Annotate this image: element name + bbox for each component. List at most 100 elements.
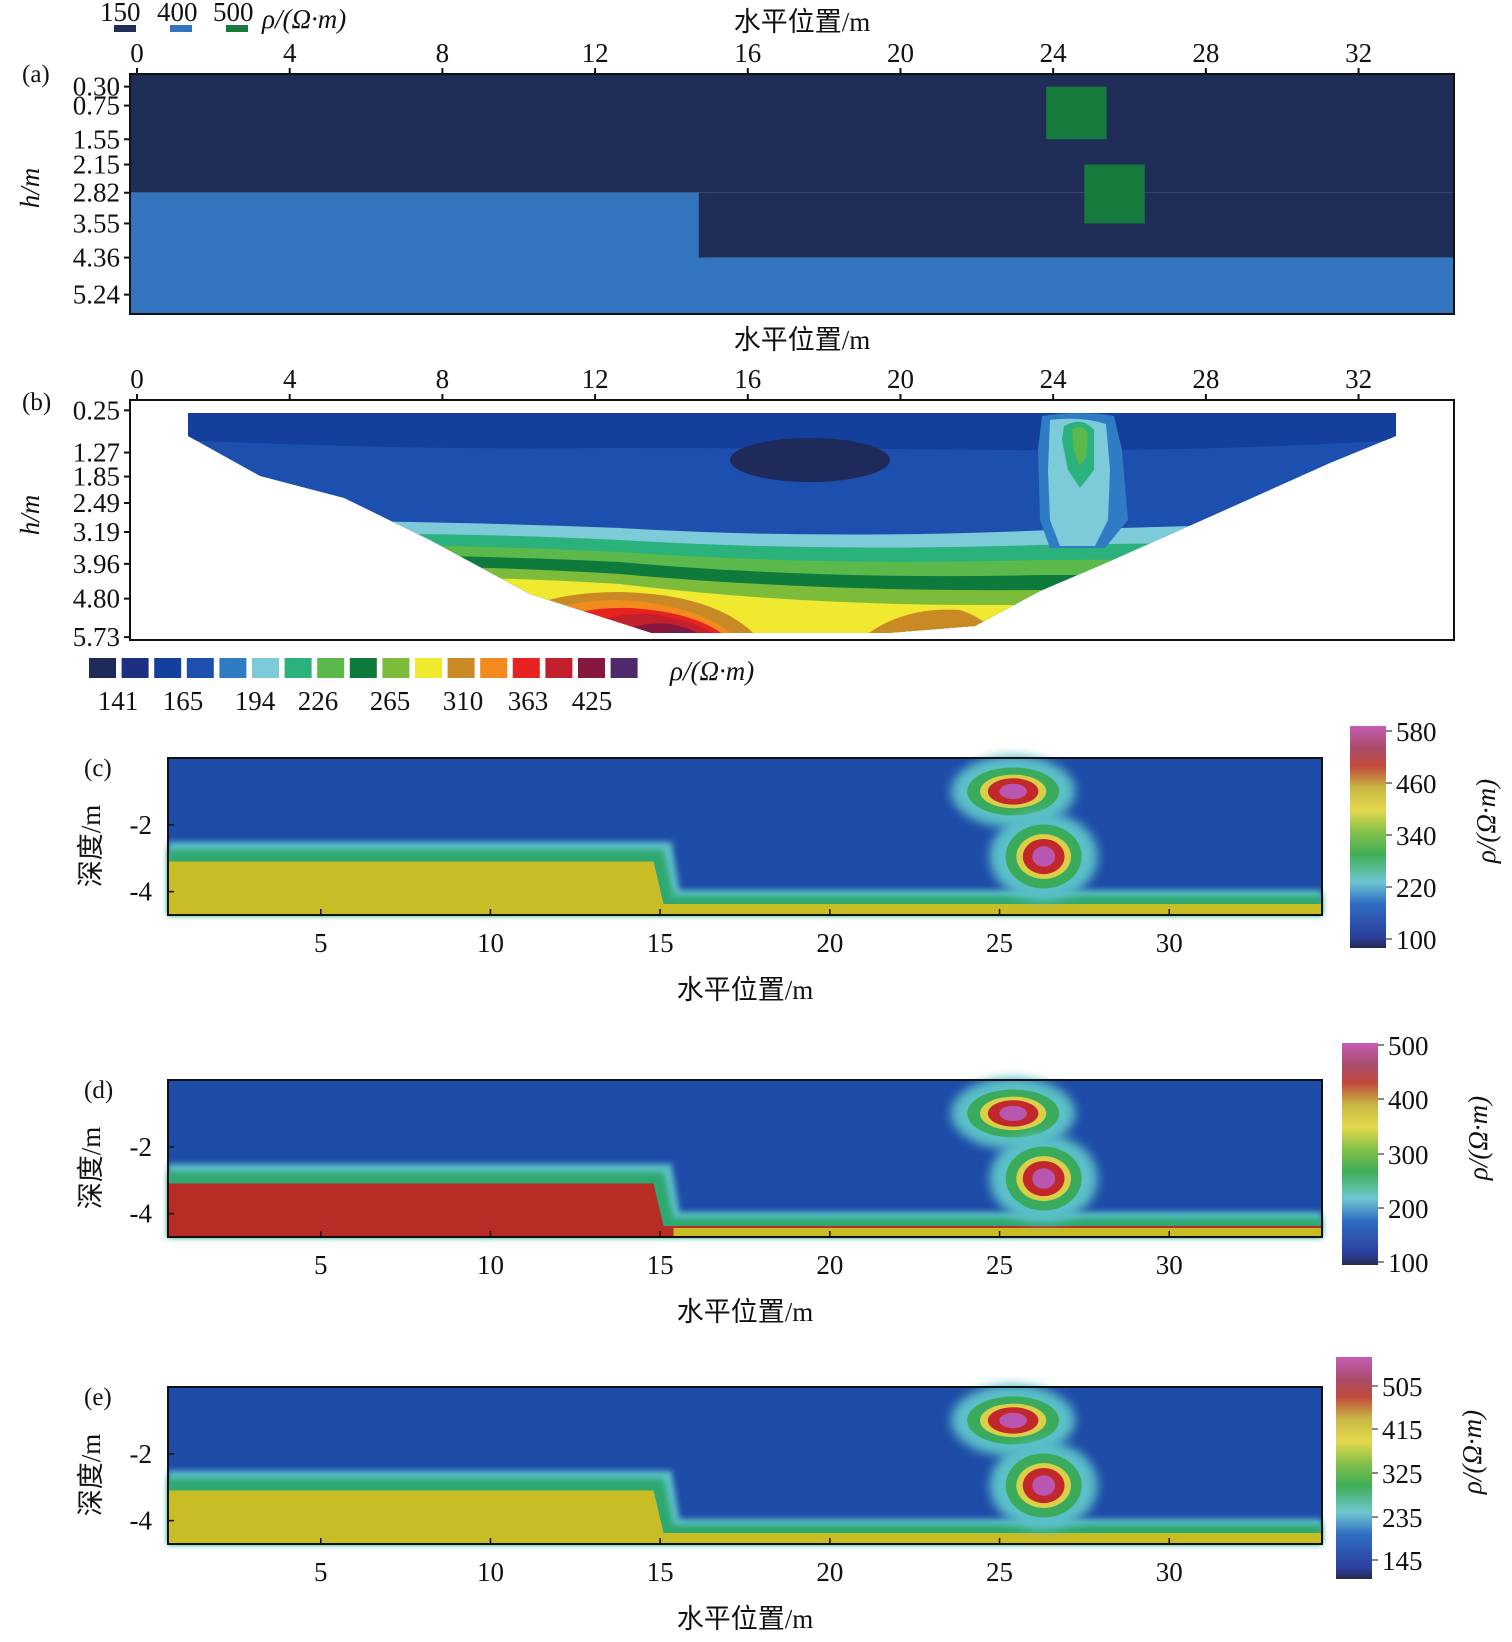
x-tick-label: 5 [314, 1250, 328, 1280]
legend-b-swatch [610, 658, 638, 678]
legend-a-unit: ρ/(Ω·m) [261, 4, 346, 34]
x-tick-label: 20 [816, 928, 843, 958]
colorbar-label: 145 [1382, 1546, 1423, 1576]
legend-b-swatch [121, 658, 149, 678]
x-tick-label: 8 [436, 38, 450, 68]
anomaly-core [1032, 1168, 1056, 1189]
x-tick-label: 10 [477, 1557, 504, 1587]
colorbar-label: 100 [1388, 1248, 1429, 1278]
panel-e-plot [168, 1384, 1322, 1544]
x-tick-label: 12 [582, 364, 609, 394]
legend-b-swatch [415, 658, 442, 678]
y-tick-label: 3.55 [73, 208, 120, 238]
x-tick-label: 20 [887, 38, 914, 68]
x-tick-label: 15 [647, 1557, 674, 1587]
colorbar-label: 400 [1388, 1085, 1429, 1115]
x-tick-label: 30 [1156, 928, 1183, 958]
panel-b-label: (b) [22, 389, 51, 416]
legend-b-label: 226 [298, 686, 339, 716]
panel-d-ylabel: 深度/m [76, 1127, 106, 1210]
panel-a-xlabel: 水平位置/m [734, 7, 871, 37]
legend-b-swatch [252, 658, 279, 678]
panel-c: (c) 深度/m -2 -4 5 10 15 20 25 30 水平位置/m 580 460 340 220… [76, 717, 1501, 1005]
colorbar-label: 460 [1396, 769, 1437, 799]
model-cell-block2 [1084, 164, 1145, 224]
legend-b-label: 194 [235, 686, 276, 716]
anomaly-core [999, 783, 1027, 800]
colorbar-label: 300 [1388, 1140, 1429, 1170]
legend-b-swatch [545, 658, 573, 678]
y-tick-label: 4.80 [73, 584, 120, 614]
colorbar-label: 235 [1382, 1503, 1423, 1533]
model-cell-layer1 [130, 74, 1454, 193]
y-tick-label: 0.25 [73, 395, 120, 425]
panel-c-frame [167, 757, 1323, 916]
y-tick-label: 0.30 [73, 72, 120, 102]
model-cell-block1 [1046, 86, 1107, 140]
legend-b-swatch [219, 658, 247, 678]
colorbar-unit: ρ/(Ω·m) [1457, 1410, 1487, 1495]
anomaly-core [1032, 846, 1056, 867]
panel-b-xticks: 0 4 8 12 16 20 24 28 32 [130, 364, 1372, 400]
colorbar-label: 200 [1388, 1194, 1429, 1224]
y-tick-label: -4 [130, 1506, 153, 1536]
x-tick-label: 16 [734, 364, 761, 394]
panel-e-label: (e) [84, 1384, 112, 1411]
legend-b-swatch [349, 658, 377, 678]
legend-b-swatch [382, 658, 410, 678]
x-tick-label: 4 [283, 38, 297, 68]
legend-a-label: 400 [157, 0, 198, 27]
legend-b-swatch [284, 658, 312, 678]
legend-b-label: 265 [370, 686, 411, 716]
colorbar [1342, 1043, 1378, 1265]
x-tick-label: 28 [1192, 364, 1219, 394]
x-tick-label: 8 [436, 364, 450, 394]
panels-c-d-e: (c) 深度/m -2 -4 5 10 15 20 25 30 水平位置/m 580 460 340 220… [76, 717, 1501, 1634]
legend-a-label: 150 [100, 0, 141, 27]
panel-d-frame [167, 1079, 1323, 1238]
legend-a-swatch-400 [170, 25, 192, 32]
x-tick-label: 5 [314, 1557, 328, 1587]
x-tick-label: 10 [477, 1250, 504, 1280]
y-tick-label: -4 [130, 877, 153, 907]
y-tick-label: 0.75 [73, 91, 120, 121]
x-tick-label: 0 [130, 364, 144, 394]
model-cell-layer2-left [130, 192, 706, 314]
panel-c-label: (c) [84, 755, 112, 782]
legend-b-unit: ρ/(Ω·m) [669, 656, 754, 686]
colorbar-unit: ρ/(Ω·m) [1463, 1096, 1493, 1181]
layer-fill [168, 1490, 1322, 1544]
y-tick-label: 2.49 [73, 488, 120, 518]
panel-e-ylabel: 深度/m [76, 1434, 106, 1517]
colorbar-label: 220 [1396, 873, 1437, 903]
panel-b-xlabel: 水平位置/m [734, 325, 871, 355]
x-tick-label: 12 [582, 38, 609, 68]
x-tick-label: 10 [477, 928, 504, 958]
y-tick-label: 2.15 [73, 150, 120, 180]
legend-b-label: 310 [443, 686, 484, 716]
legend-a: 150 400 500 ρ/(Ω·m) [100, 0, 346, 34]
panel-a-frame [129, 73, 1455, 315]
x-tick-label: 32 [1345, 364, 1372, 394]
panel-a-label: (a) [22, 61, 50, 88]
layer-fill-right [673, 905, 1322, 915]
panel-c-ylabel: 深度/m [76, 805, 106, 888]
colorbar-label: 100 [1396, 925, 1437, 955]
panel-b-frame [129, 399, 1455, 641]
layer-fill-right [673, 1227, 1322, 1237]
legend-b-swatch [186, 658, 214, 678]
panel-a-ylabel: h/m [15, 168, 45, 209]
x-tick-label: 32 [1345, 38, 1372, 68]
colorbar-unit: ρ/(Ω·m) [1471, 779, 1501, 864]
panel-b: 水平位置/m (b) h/m 0 4 8 12 16 20 24 28 32 0.251.271… [15, 325, 1455, 716]
y-tick-label: 4.36 [73, 243, 120, 273]
panel-b-ylabel: h/m [15, 495, 45, 536]
y-tick-label: -2 [130, 1132, 153, 1162]
y-tick-label: 1.27 [73, 438, 120, 468]
x-tick-label: 28 [1192, 38, 1219, 68]
anomaly-core [1032, 1475, 1056, 1496]
y-tick-label: -4 [130, 1199, 153, 1229]
layer-fill [168, 1183, 1322, 1237]
colorbar-label: 505 [1382, 1372, 1423, 1402]
